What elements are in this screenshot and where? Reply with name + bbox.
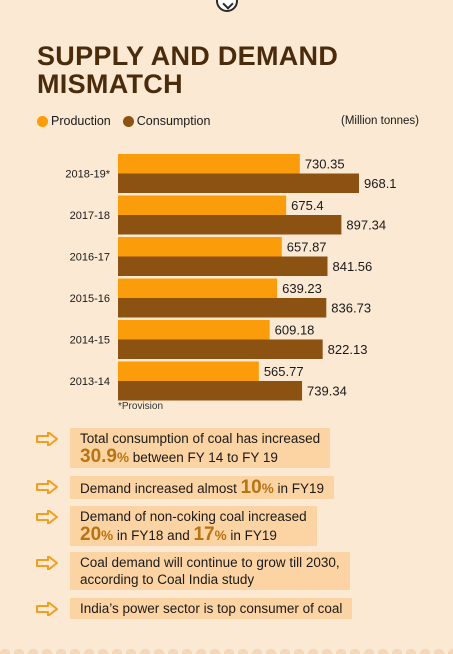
fact-1-text: Total consumption of coal has increased … bbox=[70, 428, 331, 468]
consumption-bar bbox=[118, 215, 342, 235]
scroll-down-icon[interactable] bbox=[216, 0, 238, 12]
y-tick-label: 2018-19* bbox=[65, 169, 110, 181]
fact-3-mid: in FY18 and bbox=[113, 528, 194, 543]
production-bar bbox=[118, 320, 270, 340]
provision-note: *Provision bbox=[118, 401, 164, 412]
production-bar bbox=[118, 278, 278, 298]
consumption-bar bbox=[118, 298, 327, 318]
title-line-1: SUPPLY AND DEMAND bbox=[37, 41, 339, 71]
consumption-data-label: 968.1 bbox=[364, 176, 397, 191]
consumption-data-label: 739.34 bbox=[307, 384, 347, 399]
fact-2-text: Demand increased almost 10% in FY19 bbox=[70, 476, 335, 499]
y-tick-label: 2013-14 bbox=[70, 376, 110, 388]
production-data-label: 639.23 bbox=[282, 281, 322, 296]
production-bar bbox=[118, 237, 282, 257]
chart-title: SUPPLY AND DEMAND MISMATCH bbox=[37, 42, 417, 98]
fact-1: Total consumption of coal has increased … bbox=[36, 428, 331, 468]
fact-5-text: India’s power sector is top consumer of … bbox=[70, 598, 353, 619]
production-data-label: 609.18 bbox=[275, 323, 315, 338]
arrow-right-icon bbox=[36, 480, 58, 494]
consumption-data-label: 897.34 bbox=[346, 218, 386, 233]
consumption-data-label: 841.56 bbox=[332, 259, 372, 274]
fact-3-text: Demand of non-coking coal increased 20% … bbox=[70, 506, 317, 546]
arrow-right-icon bbox=[36, 602, 58, 616]
fact-3-line-1: Demand of non-coking coal increased bbox=[80, 509, 307, 524]
unit-label: (Million tonnes) bbox=[341, 115, 419, 127]
production-bar bbox=[118, 361, 259, 381]
y-tick-label: 2017-18 bbox=[70, 210, 110, 222]
fact-3-number-2: 17 bbox=[193, 524, 215, 545]
production-data-label: 730.35 bbox=[305, 157, 345, 172]
fact-3-number-1: 20 bbox=[80, 524, 102, 545]
y-tick-label: 2015-16 bbox=[70, 293, 110, 305]
arrow-right-icon bbox=[36, 556, 58, 570]
fact-2-tail: in FY19 bbox=[273, 481, 325, 496]
fact-2-lead: Demand increased almost bbox=[80, 481, 241, 496]
consumption-data-label: 836.73 bbox=[331, 301, 371, 316]
production-bar bbox=[118, 195, 287, 215]
fact-4: Coal demand will continue to grow till 2… bbox=[36, 552, 350, 590]
fact-4-text: Coal demand will continue to grow till 2… bbox=[70, 552, 350, 590]
fact-1-percent: % bbox=[116, 450, 129, 465]
fact-3-percent-2: % bbox=[214, 528, 227, 543]
production-bar bbox=[118, 154, 300, 174]
legend-production-label: Production bbox=[51, 114, 111, 128]
title-line-2: MISMATCH bbox=[37, 69, 183, 99]
fact-4-line-1: Coal demand will continue to grow till 2… bbox=[80, 555, 340, 570]
fact-3: Demand of non-coking coal increased 20% … bbox=[36, 506, 317, 546]
fact-1-number: 30.9 bbox=[80, 446, 117, 467]
arrow-right-icon bbox=[36, 432, 58, 446]
legend-consumption: Consumption bbox=[122, 114, 211, 128]
fact-5: India’s power sector is top consumer of … bbox=[36, 598, 353, 619]
consumption-bar bbox=[118, 339, 323, 359]
fact-3-tail: in FY19 bbox=[226, 528, 277, 543]
fact-2-number: 10 bbox=[240, 477, 262, 498]
consumption-bar bbox=[118, 256, 328, 276]
consumption-bar bbox=[118, 381, 303, 401]
consumption-data-label: 822.13 bbox=[328, 342, 368, 357]
consumption-bar bbox=[118, 173, 359, 193]
fact-3-percent-1: % bbox=[101, 528, 114, 543]
y-tick-label: 2016-17 bbox=[70, 252, 110, 264]
bar-chart: 2018-19* 730.35 968.1 2017-18 675.4 897.34 201… bbox=[65, 154, 397, 401]
production-data-label: 675.4 bbox=[291, 198, 324, 213]
production-data-label: 657.87 bbox=[287, 240, 327, 255]
arrow-right-icon bbox=[36, 510, 58, 524]
legend: Production Consumption bbox=[37, 114, 218, 128]
decorative-border bbox=[0, 644, 453, 654]
consumption-swatch-icon bbox=[122, 115, 134, 127]
legend-production: Production bbox=[37, 114, 111, 128]
y-tick-label: 2014-15 bbox=[70, 335, 110, 347]
fact-1-line-2: between FY 14 to FY 19 bbox=[129, 450, 278, 465]
fact-2: Demand increased almost 10% in FY19 bbox=[36, 476, 335, 499]
production-data-label: 565.77 bbox=[264, 364, 304, 379]
fact-1-line-1: Total consumption of coal has increased bbox=[80, 431, 321, 446]
fact-4-line-2: according to Coal India study bbox=[80, 572, 255, 587]
fact-5-line: India’s power sector is top consumer of … bbox=[80, 601, 343, 616]
fact-2-percent: % bbox=[261, 481, 274, 496]
legend-consumption-label: Consumption bbox=[136, 114, 211, 128]
production-swatch-icon bbox=[37, 115, 48, 127]
